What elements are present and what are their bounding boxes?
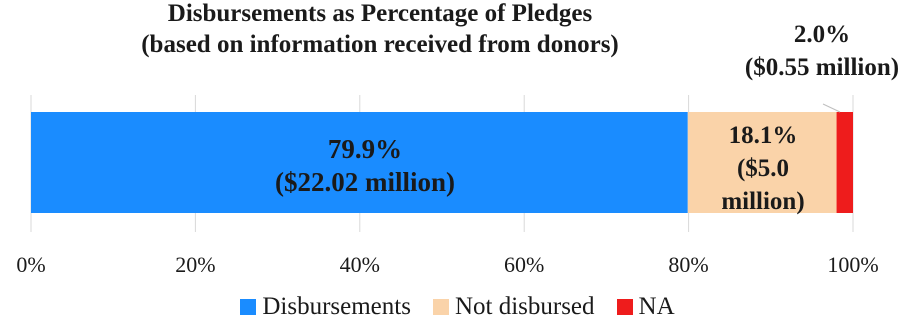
chart-title: Disbursements as Percentage of Pledges	[167, 0, 593, 27]
bar-segment-na	[836, 112, 853, 213]
chart-subtitle: (based on information received from dono…	[141, 31, 619, 58]
legend-item-not-disbursed: Not disbursed	[432, 293, 595, 321]
legend-swatch	[240, 299, 257, 315]
legend-label: Not disbursed	[454, 293, 595, 320]
data-label-not-disbursed: million)	[721, 188, 804, 215]
bar-segment-not-disbursed	[687, 112, 837, 213]
x-tick-label: 100%	[827, 252, 878, 277]
x-tick-label: 20%	[175, 252, 215, 277]
legend-item-disbursements: Disbursements	[240, 293, 411, 321]
data-label-na: 2.0%	[794, 21, 850, 48]
x-tick-label: 60%	[504, 252, 544, 277]
data-label-disbursements: ($22.02 million)	[275, 167, 455, 197]
data-label-disbursements: 79.9%	[328, 134, 402, 164]
data-label-na: ($0.55 million)	[745, 54, 899, 81]
bar-segment-disbursements	[31, 112, 688, 213]
chart-legend: Disbursements Not disbursed NA	[0, 292, 915, 322]
x-tick-label: 80%	[668, 252, 708, 277]
legend-swatch	[432, 299, 449, 315]
na-leader-line	[822, 103, 841, 113]
legend-label: Disbursements	[262, 293, 411, 320]
data-label-not-disbursed: ($5.0	[737, 155, 789, 182]
x-tick-label: 0%	[16, 252, 45, 277]
x-tick-label: 40%	[340, 252, 380, 277]
data-label-not-disbursed: 18.1%	[729, 122, 798, 149]
legend-swatch	[616, 299, 633, 315]
legend-label: NA	[638, 293, 675, 320]
legend-item-na: NA	[616, 293, 675, 321]
